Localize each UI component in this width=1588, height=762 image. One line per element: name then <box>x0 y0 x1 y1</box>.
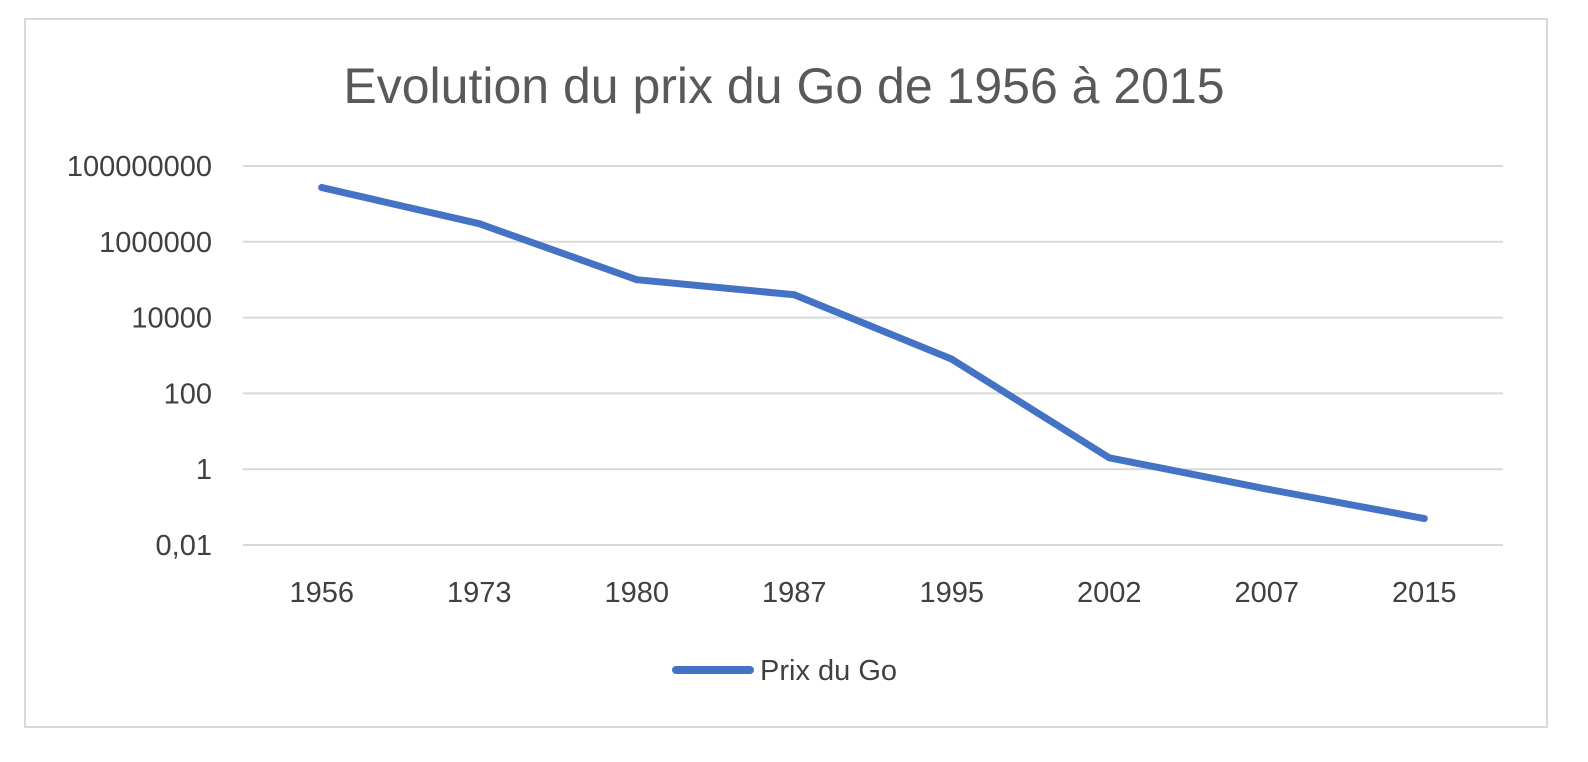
data-point[interactable] <box>318 184 326 192</box>
legend-label-prix-du-go: Prix du Go <box>760 655 897 687</box>
data-point[interactable] <box>1105 454 1113 462</box>
series-layer <box>318 184 1428 523</box>
y-tick-label: 0,01 <box>156 530 212 562</box>
y-tick-label: 1 <box>196 454 212 486</box>
data-point[interactable] <box>1263 485 1271 493</box>
x-tick-label: 2002 <box>1077 577 1142 609</box>
x-tick-label: 2015 <box>1392 577 1457 609</box>
y-tick-label: 1000000 <box>99 227 212 259</box>
data-point[interactable] <box>948 355 956 363</box>
x-tick-label: 1987 <box>762 577 827 609</box>
y-tick-label: 10000 <box>131 303 212 335</box>
x-tick-label: 1980 <box>604 577 669 609</box>
chart-frame <box>24 18 1548 728</box>
x-tick-label: 2007 <box>1234 577 1299 609</box>
gridlines <box>243 165 1503 546</box>
data-point[interactable] <box>1420 515 1428 523</box>
x-tick-label: 1995 <box>919 577 984 609</box>
y-tick-label: 100 <box>164 378 212 410</box>
data-point[interactable] <box>475 220 483 228</box>
data-point[interactable] <box>790 291 798 299</box>
x-tick-label: 1973 <box>447 577 512 609</box>
y-tick-label: 100000000 <box>67 151 212 183</box>
legend[interactable]: Prix du Go <box>672 655 897 687</box>
x-tick-label: 1956 <box>289 577 354 609</box>
chart-title: Evolution du prix du Go de 1956 à 2015 <box>343 58 1224 114</box>
y-axis-ticks: 0,01 1 100 10000 1000000 100000000 <box>67 151 212 562</box>
series-line-0[interactable] <box>318 184 1428 523</box>
x-axis-ticks: 1956 1973 1980 1987 1995 2002 2007 2015 <box>289 577 1456 609</box>
data-point[interactable] <box>633 276 641 284</box>
